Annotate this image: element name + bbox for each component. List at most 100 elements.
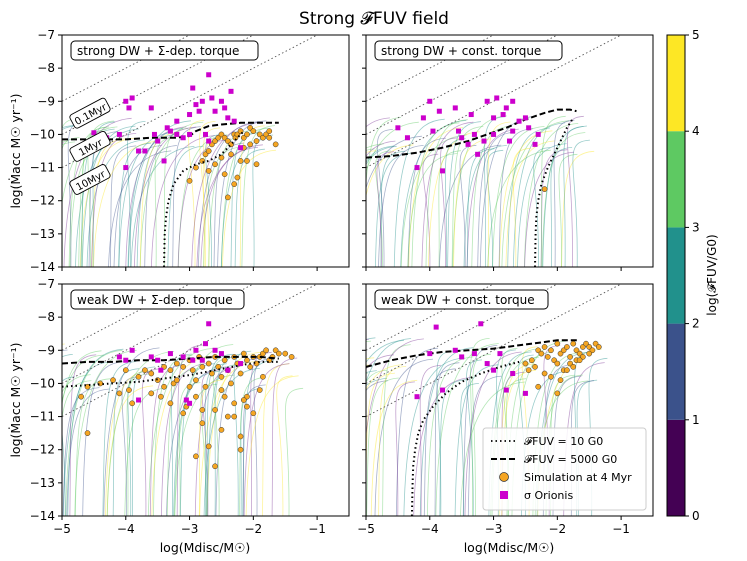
simulation-point <box>237 446 244 453</box>
sigma-orionis-point <box>427 98 433 104</box>
evolution-track <box>505 140 555 267</box>
simulation-point <box>570 340 577 347</box>
evolution-track <box>74 349 137 516</box>
sigma-orionis-point <box>123 357 129 363</box>
evolution-track <box>80 128 115 267</box>
simulation-point <box>231 400 238 407</box>
plot-area <box>62 35 319 267</box>
colorbar-tick-label: 4 <box>692 124 700 138</box>
evolution-track <box>239 376 266 516</box>
evolution-track <box>378 145 424 267</box>
sigma-orionis-point <box>212 108 218 114</box>
simulation-point <box>224 413 231 420</box>
panel-title-frame <box>374 289 549 310</box>
evolution-track <box>252 134 274 267</box>
sigma-orionis-point <box>209 95 215 101</box>
evolution-track <box>200 146 258 267</box>
fuv-10-curve <box>163 130 245 267</box>
simulation-point <box>78 393 84 400</box>
evolution-track <box>188 120 205 267</box>
x-tick-label: −2 <box>548 522 566 536</box>
sigma-orionis-point <box>155 138 161 144</box>
simulation-point <box>253 138 260 144</box>
evolution-track <box>199 121 216 267</box>
fuv-5000-curve <box>366 108 577 159</box>
simulation-point <box>84 430 91 436</box>
evolution-track <box>466 359 483 516</box>
fuv-10-curve <box>534 117 575 267</box>
evolution-track <box>460 381 525 516</box>
evolution-track <box>512 147 532 267</box>
evolution-track <box>572 139 590 267</box>
evolution-track <box>447 121 482 267</box>
simulation-point <box>244 131 250 138</box>
sigma-orionis-point <box>193 347 199 353</box>
sigma-orionis-point <box>126 105 132 111</box>
evolution-track <box>221 127 269 267</box>
evolution-track <box>174 344 234 516</box>
sigma-orionis-point <box>203 341 208 347</box>
evolution-track <box>66 388 110 516</box>
simulation-point <box>218 426 225 433</box>
evolution-track <box>466 128 519 267</box>
evolution-track <box>253 357 273 516</box>
sigma-orionis-point <box>494 95 500 101</box>
sigma-orionis-point <box>116 131 122 137</box>
simulation-point <box>564 367 570 374</box>
colorbar-band <box>667 323 685 420</box>
sigma-orionis-point <box>465 141 471 147</box>
panel-title-frame <box>70 40 259 61</box>
sigma-orionis-point <box>430 128 436 134</box>
simulation-point <box>205 148 212 154</box>
simulation-point <box>250 410 257 417</box>
evolution-track <box>366 380 388 392</box>
fuv-10-curve <box>62 360 279 388</box>
sigma-orionis-point <box>510 370 516 376</box>
colorbar-band <box>667 35 685 132</box>
plot-frame <box>61 34 350 268</box>
simulation-point <box>244 158 250 164</box>
evolution-track <box>436 350 455 516</box>
evolution-track <box>540 115 566 267</box>
evolution-track <box>206 353 233 516</box>
simulation-point <box>205 168 212 174</box>
simulation-point <box>586 350 593 357</box>
evolution-track <box>136 127 184 267</box>
evolution-track <box>366 338 412 384</box>
sigma-orionis-point <box>196 108 202 114</box>
evolution-track <box>172 126 201 267</box>
evolution-track <box>69 354 97 516</box>
legend-label-simulation: Simulation at 4 Myr <box>524 471 632 484</box>
evolution-track <box>366 338 424 438</box>
sigma-orionis-point <box>491 115 497 121</box>
panel-title-box: strong DW + const. torque <box>374 40 563 61</box>
evolution-track <box>460 383 479 516</box>
evolution-track <box>477 131 515 267</box>
legend-label-5000g0: 𝓕FUV = 5000 G0 <box>524 453 617 466</box>
evolution-track <box>366 121 419 174</box>
sigma-orionis-point <box>404 135 410 141</box>
simulation-point <box>541 186 548 192</box>
sigma-orionis-point <box>510 98 516 104</box>
evolution-track <box>366 372 368 374</box>
simulation-point <box>224 194 231 201</box>
sigma-orionis-point <box>395 125 401 131</box>
evolution-track <box>366 339 405 364</box>
evolution-track <box>407 153 458 267</box>
plot-frame <box>61 283 350 517</box>
evolution-track <box>513 122 565 267</box>
sigma-orionis-point <box>161 158 167 164</box>
isochrone-label-frame <box>69 164 111 195</box>
legend-label-sigma-orionis: σ Orionis <box>524 489 573 502</box>
simulation-point <box>244 357 250 364</box>
sigma-orionis-point <box>516 118 522 124</box>
evolution-track <box>434 362 460 516</box>
sigma-orionis-point <box>91 130 97 136</box>
evolution-track <box>62 374 91 394</box>
evolution-track <box>400 134 467 267</box>
simulation-point <box>247 141 253 148</box>
x-tick-label: −1 <box>612 522 630 536</box>
evolution-track <box>366 369 388 384</box>
evolution-track <box>498 128 533 267</box>
evolution-track <box>435 343 499 516</box>
